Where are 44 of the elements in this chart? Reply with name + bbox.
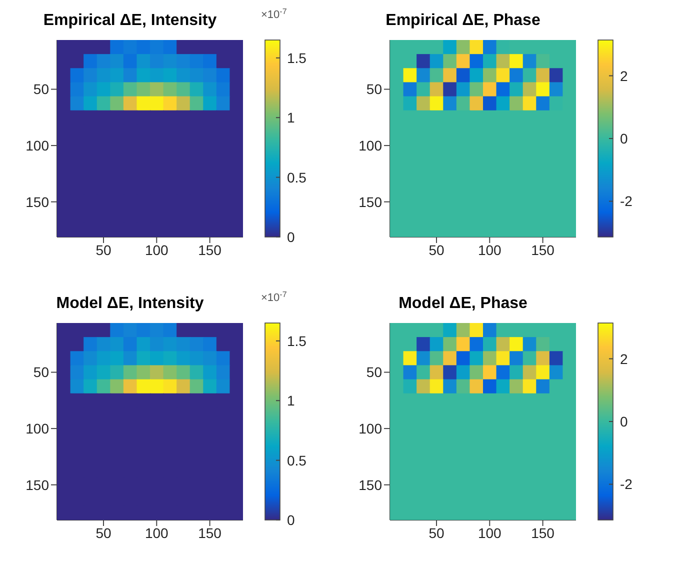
- color-bar-label: 1.5: [287, 50, 307, 66]
- color-bar-label: 0: [620, 130, 628, 146]
- x-tick-label: 50: [428, 242, 444, 258]
- y-tick-label: 50: [366, 364, 382, 380]
- x-tick-label: 150: [198, 242, 222, 258]
- color-bar-label: 0: [287, 512, 295, 528]
- chart-title: Model ΔE, Intensity: [56, 295, 204, 312]
- color-bar-title: ×10$^{-7}$: [261, 290, 288, 304]
- chart-title: Empirical ΔE, Phase: [384, 12, 542, 30]
- chart-title: Empirical ΔE, Intensity: [43, 12, 217, 29]
- x-tick-label: 100: [144, 242, 169, 258]
- color-bar-label: 2: [620, 68, 628, 84]
- y-tick-label: 150: [358, 476, 382, 493]
- y-tick-label: 50: [33, 364, 50, 380]
- color-bar-label: 1: [287, 110, 295, 126]
- y-tick-label: 150: [26, 194, 50, 210]
- color-bar-label: 0: [287, 229, 295, 245]
- x-tick-label: 100: [144, 524, 169, 541]
- x-tick-label: 150: [198, 524, 222, 541]
- color-bar-label: -2: [620, 193, 633, 210]
- y-tick-label: 100: [26, 138, 50, 154]
- color-bar-label: 2: [620, 350, 628, 367]
- color-bar-label: -2: [620, 476, 633, 492]
- x-tick-label: 50: [428, 524, 444, 541]
- y-tick-label: 150: [358, 194, 382, 210]
- y-tick-label: 50: [366, 81, 382, 98]
- y-tick-label: 100: [26, 420, 50, 437]
- x-tick-label: 50: [96, 242, 112, 258]
- y-tick-label: 50: [33, 81, 50, 98]
- color-bar-label: 0.5: [287, 169, 307, 186]
- chart-title: Model ΔE, Phase: [398, 295, 528, 313]
- color-bar-label: 0: [620, 414, 628, 430]
- y-tick-label: 100: [358, 420, 382, 437]
- x-tick-label: 150: [531, 524, 555, 541]
- y-tick-label: 100: [358, 138, 382, 154]
- color-bar-label: 0.5: [287, 452, 307, 468]
- x-tick-label: 150: [531, 242, 555, 258]
- x-tick-label: 100: [478, 524, 502, 541]
- color-bar-label: 1: [287, 392, 295, 409]
- y-tick-label: 150: [26, 476, 50, 493]
- color-bar-label: 1.5: [287, 332, 307, 349]
- x-tick-label: 50: [96, 524, 112, 541]
- color-bar-title: ×10$^{-7}$: [261, 6, 288, 21]
- x-tick-label: 100: [478, 242, 502, 258]
